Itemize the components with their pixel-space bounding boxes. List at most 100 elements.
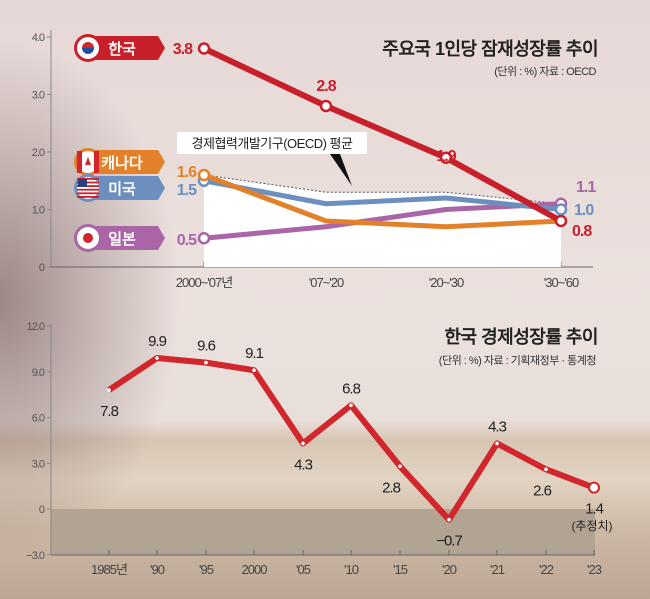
estimate-note: (추정치) xyxy=(571,519,612,533)
maple-leaf-icon xyxy=(85,157,91,165)
legend-item-usa: 미국 xyxy=(74,174,165,202)
x-tick-label: '22 xyxy=(539,562,554,577)
data-point xyxy=(197,168,211,182)
legend-label: 일본 xyxy=(108,231,136,248)
y-tick-label: 0 xyxy=(39,504,45,516)
x-tick-label: 2000~'07년 xyxy=(176,275,232,290)
y-tick-label: 2.0 xyxy=(32,147,45,159)
x-tick-label: '95 xyxy=(199,562,214,577)
y-tick-label: 9.0 xyxy=(32,367,45,379)
data-point xyxy=(447,517,451,522)
data-label: 1.0 xyxy=(574,202,594,219)
data-label: 9.9 xyxy=(148,333,167,350)
data-label: 0.5 xyxy=(177,232,197,249)
y-tick-label: 1.0 xyxy=(32,205,45,217)
data-point xyxy=(588,481,600,494)
chart-subtitle: (단위 : %) 자료 : OECD xyxy=(494,65,596,78)
x-tick-label: '20 xyxy=(442,562,457,577)
data-label: 2.6 xyxy=(533,482,552,499)
data-point xyxy=(398,464,402,469)
chart-title: 한국 경제성장률 추이 xyxy=(444,327,598,347)
data-point xyxy=(155,356,159,360)
japan-flag-icon xyxy=(83,233,93,243)
negative-region xyxy=(51,509,595,555)
x-tick-label: '30~'60 xyxy=(544,275,579,290)
x-tick-label: '20~'30 xyxy=(429,275,464,290)
data-point xyxy=(439,151,453,164)
data-point xyxy=(495,441,499,446)
legend-pill xyxy=(88,150,165,174)
oecd-callout-pointer xyxy=(330,154,352,186)
data-label: 2.8 xyxy=(316,78,336,95)
y-tick-label: −3.0 xyxy=(26,550,45,562)
usa-flag-stripe xyxy=(77,192,99,195)
data-point xyxy=(197,232,211,245)
data-label: 1.9 xyxy=(436,148,456,165)
data-point xyxy=(544,467,548,472)
canada-flag-icon xyxy=(77,151,82,173)
series-line-japan xyxy=(203,201,562,241)
series-line-korea xyxy=(202,45,563,224)
data-label: 3.8 xyxy=(173,41,193,58)
data-point xyxy=(204,360,208,365)
legend-label: 한국 xyxy=(108,41,136,58)
x-tick-label: '90 xyxy=(150,562,165,577)
legend-label: 미국 xyxy=(108,181,136,198)
legend-item-canada: 캐나다 xyxy=(74,148,165,176)
legend-pill xyxy=(88,36,165,60)
data-label: 1.5 xyxy=(177,182,197,199)
korea-flag-icon xyxy=(82,48,94,54)
x-tick-label: '15 xyxy=(393,562,408,577)
series-line-usa xyxy=(203,178,562,212)
y-tick-label: 6.0 xyxy=(32,413,45,425)
y-tick-label: 12.0 xyxy=(27,321,45,333)
legend-label: 캐나다 xyxy=(101,155,143,172)
data-label: 1.4 xyxy=(585,501,604,518)
data-label: 4.3 xyxy=(488,418,507,435)
y-tick-label: 0 xyxy=(39,262,45,274)
data-label: 1.1 xyxy=(576,179,596,196)
data-point xyxy=(554,203,568,216)
usa-flag-canton xyxy=(78,179,87,187)
data-label: 9.6 xyxy=(197,338,216,355)
x-tick-label: 2000 xyxy=(242,562,268,577)
oecd-average-line xyxy=(203,174,562,205)
legend-item-korea: 한국 xyxy=(74,34,165,62)
data-label: 1.6 xyxy=(177,164,197,181)
legend-item-japan: 일본 xyxy=(74,224,165,252)
data-label: 7.8 xyxy=(100,403,119,420)
data-label: −0.7 xyxy=(436,533,462,550)
series-line-canada xyxy=(203,172,562,230)
x-tick-label: 1985년 xyxy=(91,562,127,577)
y-tick-label: 3.0 xyxy=(32,458,45,470)
data-point xyxy=(301,441,305,446)
usa-flag-stripe xyxy=(77,178,99,180)
y-tick-label: 4.0 xyxy=(32,32,45,44)
usa-flag-stripe xyxy=(77,181,99,184)
data-point xyxy=(252,368,256,373)
legend-pill xyxy=(88,226,165,250)
data-point xyxy=(197,42,211,55)
oecd-callout-box xyxy=(177,132,367,154)
data-point xyxy=(554,214,568,228)
legend-pill xyxy=(88,176,165,200)
x-tick-label: '23 xyxy=(587,562,602,577)
data-label: 2.8 xyxy=(382,479,401,496)
data-label: 4.3 xyxy=(294,456,313,473)
usa-flag-stripe xyxy=(77,188,99,191)
y-tick-label: 3.0 xyxy=(32,90,45,102)
korea-flag-icon xyxy=(82,42,94,48)
usa-flag-stripe xyxy=(77,196,99,198)
oecd-callout-label: 경제협력개발기구(OECD) 평균 xyxy=(192,136,353,151)
x-tick-label: '07~'20 xyxy=(309,275,344,290)
data-point xyxy=(319,99,333,113)
usa-flag-stripe xyxy=(77,185,99,187)
x-tick-label: '21 xyxy=(490,562,505,577)
data-label: 9.1 xyxy=(245,345,264,362)
data-point xyxy=(349,403,353,408)
canada-flag-icon xyxy=(94,151,99,173)
chart-title: 주요국 1인당 잠재성장률 추이 xyxy=(382,39,598,59)
x-tick-label: '05 xyxy=(296,562,311,577)
chart-subtitle: (단위 : %) 자료 : 기획재정부 · 통계청 xyxy=(439,354,596,367)
